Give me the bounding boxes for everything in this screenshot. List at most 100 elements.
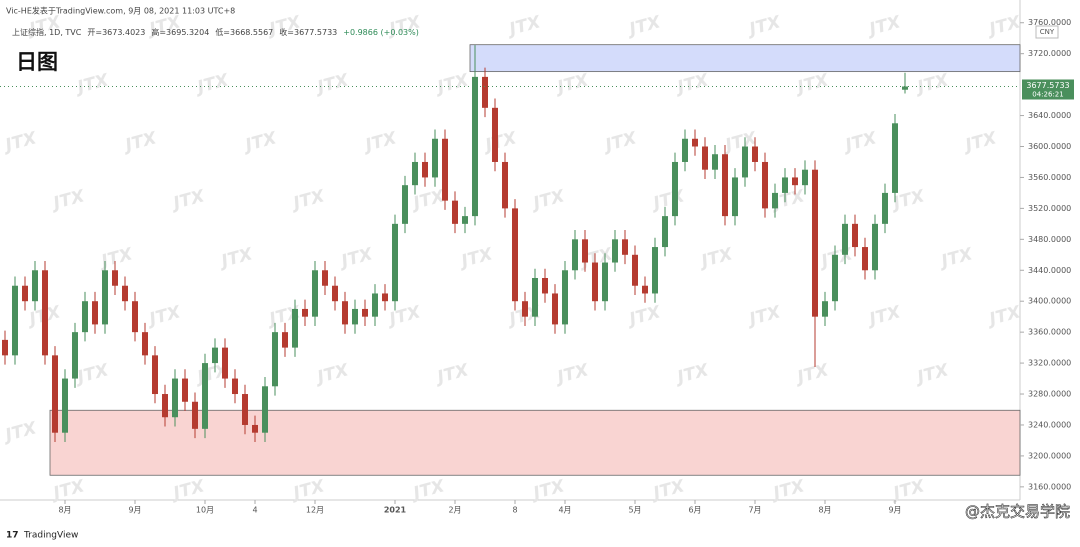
candle-body (822, 301, 828, 317)
legend-item: 收=3677.5733 (279, 27, 337, 37)
y-tick-label: 3520.0000 (1028, 204, 1071, 213)
candle-body (762, 161, 768, 209)
candle-body (832, 254, 838, 302)
y-tick-label: 3600.0000 (1028, 142, 1071, 151)
zone (469, 44, 1021, 73)
candle-body (562, 270, 568, 325)
candle-body (152, 355, 158, 395)
y-tick-label: 3760.0000 (1028, 18, 1071, 27)
last-price-box (1022, 79, 1074, 100)
candle-body (652, 247, 658, 294)
candle-body (172, 378, 178, 418)
x-tick-label: 12月 (306, 506, 324, 515)
candle-body (702, 146, 708, 170)
logo-text: TradingView (23, 531, 78, 541)
x-tick-label: 4 (252, 506, 257, 515)
candle-body (302, 308, 308, 317)
x-tick-label: 10月 (196, 506, 214, 515)
candle-body (632, 254, 638, 286)
x-tick-label: 5月 (628, 506, 641, 515)
chart-title: 日图 (16, 50, 58, 74)
y-tick-label: 3320.0000 (1028, 359, 1071, 368)
last-price-label: 3677.5733 (1026, 81, 1069, 90)
candle-body (422, 161, 428, 178)
candle-body (232, 378, 238, 395)
candle-body (52, 355, 58, 433)
candle-body (92, 301, 98, 325)
candle-body (142, 332, 148, 356)
candle-body (32, 270, 38, 302)
x-tick-label: 4月 (558, 506, 571, 515)
y-tick-label: 3400.0000 (1028, 297, 1071, 306)
candle-body (22, 285, 28, 302)
candle-body (352, 308, 358, 325)
legend-item: +0.9866 (+0.03%) (343, 28, 419, 37)
candle-body (312, 270, 318, 317)
y-tick-label: 3480.0000 (1028, 235, 1071, 244)
candle-body (712, 154, 718, 170)
candle-body (592, 262, 598, 302)
candle-body (402, 185, 408, 224)
candle-body (392, 223, 398, 302)
candle-body (852, 223, 858, 248)
candle-body (582, 239, 588, 263)
candle-body (732, 177, 738, 217)
candle-body (542, 277, 548, 294)
candle-body (72, 332, 78, 379)
legend-item: 低=3668.5567 (215, 27, 273, 37)
y-tick-label: 3200.0000 (1028, 451, 1071, 460)
candle-body (342, 301, 348, 325)
candle-body (602, 262, 608, 302)
candle-body (772, 192, 778, 209)
candle-body (492, 107, 498, 162)
candle-body (672, 161, 678, 217)
candle-body (842, 223, 848, 255)
candle-body (432, 138, 438, 178)
y-tick-label: 3720.0000 (1028, 49, 1071, 58)
candle-body (902, 86, 908, 90)
candle-body (382, 293, 388, 302)
y-tick-label: 3440.0000 (1028, 266, 1071, 275)
candle-body (282, 332, 288, 348)
y-tick-label: 3560.0000 (1028, 173, 1071, 182)
candle-body (782, 177, 788, 193)
candle-body (182, 378, 188, 402)
candle-body (802, 169, 808, 186)
candle-body (252, 424, 258, 433)
candle-body (222, 347, 228, 379)
x-tick-label: 9月 (128, 506, 141, 515)
candle-body (742, 146, 748, 178)
legend-item: 高=3695.3204 (151, 27, 209, 37)
x-tick-label: 8月 (818, 506, 831, 515)
candle-body (472, 76, 478, 217)
candle-body (622, 239, 628, 255)
y-tick-label: 3160.0000 (1028, 482, 1071, 491)
candle-body (502, 161, 508, 209)
x-tick-label: 7月 (748, 506, 761, 515)
candle-body (442, 138, 448, 201)
candle-body (212, 347, 218, 364)
y-tick-label: 3280.0000 (1028, 390, 1071, 399)
logo-mark: 17 (6, 531, 19, 541)
candle-body (722, 154, 728, 217)
candle-body (162, 394, 168, 418)
candle-body (642, 285, 648, 294)
candle-body (192, 401, 198, 429)
candle-body (12, 285, 18, 356)
candle-body (112, 270, 118, 286)
candle-body (132, 301, 138, 333)
candle-body (412, 161, 418, 186)
candle-body (872, 223, 878, 271)
candle-body (572, 239, 578, 271)
y-tick-label: 3360.0000 (1028, 328, 1071, 337)
candle-body (882, 192, 888, 224)
candle-body (332, 285, 338, 302)
candle-body (892, 123, 898, 193)
candle-body (372, 293, 378, 317)
currency-box (1035, 25, 1059, 39)
candle-body (2, 339, 8, 356)
candle-body (462, 216, 468, 224)
candle-body (272, 332, 278, 387)
candle-body (82, 301, 88, 333)
candle-body (102, 270, 108, 325)
